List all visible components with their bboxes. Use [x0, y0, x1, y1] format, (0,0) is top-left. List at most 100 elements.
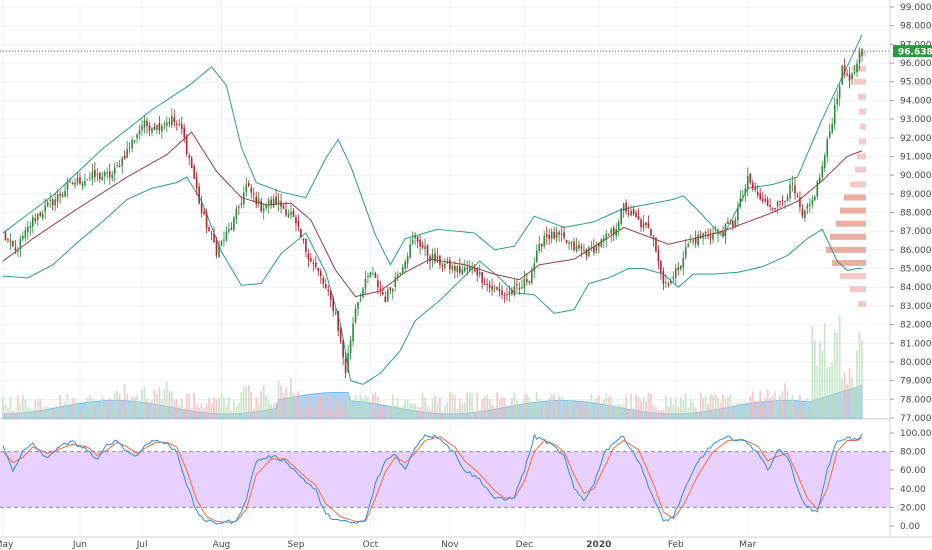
- candle-body: [267, 200, 270, 206]
- volume-bar: [453, 395, 456, 418]
- candle-body: [776, 201, 779, 207]
- candle-body: [171, 115, 173, 126]
- volume-bar: [151, 400, 153, 418]
- volume-bar: [588, 401, 590, 418]
- volume-bar: [36, 400, 39, 418]
- candle-body: [426, 245, 429, 256]
- volume-bar: [51, 408, 54, 418]
- candle-body: [796, 195, 799, 198]
- volume-bar: [637, 397, 640, 418]
- volume-bar: [575, 410, 578, 418]
- volume-bar: [622, 403, 625, 418]
- stochastic-tick-label: 0.00: [900, 522, 920, 532]
- candle-body: [195, 177, 198, 189]
- volume-bar: [59, 395, 62, 418]
- volume-bar: [265, 395, 268, 418]
- volume-bar: [550, 393, 553, 418]
- candle-body: [116, 164, 119, 167]
- candle-body: [441, 265, 444, 267]
- volume-bar: [41, 410, 44, 418]
- volume-bar: [138, 400, 141, 418]
- candle-body: [779, 200, 781, 202]
- volume-bar: [617, 404, 620, 418]
- volume-bar: [319, 395, 322, 418]
- candle-body: [496, 286, 498, 290]
- candle-body: [327, 289, 330, 292]
- candle-body: [94, 169, 96, 178]
- volume-bar: [136, 394, 138, 418]
- volume-bar: [205, 404, 208, 418]
- volume-bar: [836, 332, 839, 418]
- volume-bar: [31, 410, 34, 418]
- x-tick-label: Nov: [441, 540, 459, 550]
- volume-bar: [344, 403, 347, 418]
- candle-body: [250, 187, 253, 193]
- candle-body: [277, 200, 280, 204]
- volume-bar: [307, 395, 310, 418]
- volume-bar: [799, 394, 801, 418]
- candle-body: [799, 197, 801, 208]
- volume-bar: [314, 400, 317, 418]
- volume-bar: [34, 400, 37, 418]
- volume-bar: [796, 410, 799, 418]
- candle-body: [359, 298, 362, 301]
- candle-body: [233, 217, 235, 230]
- volume-bar: [106, 401, 109, 418]
- volume-bar: [223, 396, 225, 418]
- volume-bar: [463, 402, 466, 418]
- candle-body: [302, 239, 305, 241]
- volume-bar: [220, 393, 223, 418]
- candle-body: [103, 171, 106, 177]
- candle-body: [275, 196, 277, 205]
- stochastic-pane: [0, 418, 890, 525]
- volume-profile-bar: [850, 286, 866, 293]
- candle-body: [46, 202, 49, 207]
- candle-body: [459, 266, 461, 273]
- volume-bar: [833, 330, 836, 418]
- volume-bar: [803, 405, 806, 418]
- candle-body: [563, 232, 565, 238]
- candle-body: [322, 277, 325, 284]
- price-tick-label: 96.000: [900, 59, 932, 69]
- volume-bar: [434, 395, 436, 418]
- volume-bar: [131, 397, 133, 418]
- volume-bar: [848, 367, 851, 418]
- volume-bar: [516, 399, 518, 418]
- candle-body: [598, 243, 600, 247]
- candle-body: [436, 256, 439, 263]
- volume-bar: [811, 325, 814, 418]
- candle-body: [508, 291, 511, 296]
- volume-bar: [744, 401, 747, 418]
- candle-body: [456, 266, 459, 273]
- candle-body: [488, 284, 491, 288]
- candle-body: [560, 233, 563, 236]
- volume-bar: [74, 398, 76, 418]
- candle-body: [387, 289, 389, 302]
- volume-bar: [409, 403, 412, 418]
- candle-body: [106, 172, 109, 174]
- volume-bar: [180, 399, 183, 418]
- volume-bar: [746, 407, 749, 418]
- volume-bar: [235, 406, 238, 418]
- candle-body: [161, 126, 163, 132]
- candle-body: [180, 123, 183, 130]
- volume-bar: [756, 401, 759, 418]
- candle-body: [339, 328, 342, 341]
- candle-body: [848, 74, 851, 81]
- volume-profile-bar: [852, 65, 866, 72]
- volume-bar: [846, 384, 849, 418]
- candle-body: [91, 172, 94, 179]
- volume-bar: [322, 399, 325, 418]
- volume-bar: [250, 392, 253, 418]
- volume-bar: [7, 407, 9, 418]
- volume-bar: [528, 397, 531, 418]
- candle-body: [282, 205, 285, 209]
- volume-bar: [545, 409, 548, 418]
- volume-bar: [267, 399, 270, 418]
- candle-body: [404, 261, 406, 269]
- volume-bar: [851, 377, 853, 418]
- volume-bar: [329, 395, 332, 418]
- volume-bar: [518, 404, 521, 418]
- candle-body: [491, 286, 493, 290]
- volume-bar: [153, 390, 156, 418]
